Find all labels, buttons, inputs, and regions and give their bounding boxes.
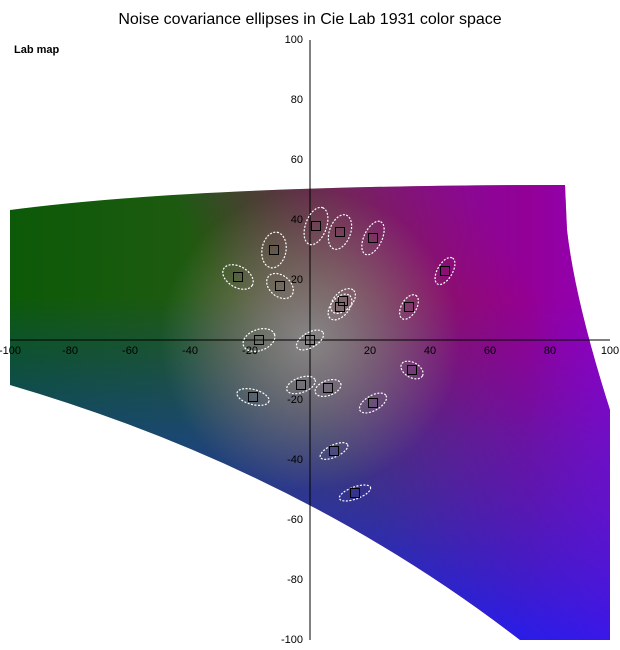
marker: [404, 302, 414, 312]
marker: [233, 272, 243, 282]
covariance-ellipse: [303, 206, 329, 246]
x-tick-label: 40: [424, 345, 436, 357]
y-tick-label: 20: [291, 274, 303, 286]
marker: [329, 446, 339, 456]
covariance-ellipse: [295, 329, 325, 351]
x-tick-label: 20: [364, 345, 376, 357]
marker: [368, 233, 378, 243]
x-tick-label: -40: [182, 345, 198, 357]
covariance-ellipse: [266, 272, 294, 300]
marker: [335, 302, 345, 312]
covariance-ellipse: [242, 328, 276, 352]
marker: [440, 266, 450, 276]
covariance-ellipse: [399, 294, 419, 320]
marker: [350, 488, 360, 498]
marker: [248, 392, 258, 402]
subtitle: Lab map: [14, 44, 60, 56]
covariance-ellipse: [236, 387, 270, 407]
y-tick-label: -20: [287, 394, 303, 406]
covariance-ellipse: [261, 231, 287, 269]
y-tick-label: -60: [287, 514, 303, 526]
marker: [311, 221, 321, 231]
covariance-ellipse: [314, 378, 342, 398]
x-tick-label: 60: [484, 345, 496, 357]
y-tick-label: 40: [291, 214, 303, 226]
marker: [323, 383, 333, 393]
marker: [254, 335, 264, 345]
y-tick-label: 60: [291, 154, 303, 166]
marker: [338, 296, 348, 306]
covariance-ellipse: [400, 360, 424, 380]
x-tick-label: 100: [601, 345, 619, 357]
x-tick-label: 80: [544, 345, 556, 357]
covariance-ellipse: [358, 392, 388, 414]
y-tick-label: -40: [287, 454, 303, 466]
covariance-ellipse: [330, 288, 356, 314]
marker: [269, 245, 279, 255]
chart-title: Noise covariance ellipses in Cie Lab 193…: [118, 11, 501, 28]
covariance-ellipse: [222, 264, 254, 290]
marker: [296, 380, 306, 390]
x-tick-label: -20: [242, 345, 258, 357]
covariance-ellipse: [434, 256, 456, 286]
marker: [335, 227, 345, 237]
covariance-ellipse: [327, 214, 353, 250]
y-tick-label: 100: [285, 34, 303, 46]
marker: [275, 281, 285, 291]
y-tick-label: -80: [287, 574, 303, 586]
covariance-ellipse: [327, 293, 353, 321]
covariance-ellipse: [338, 484, 372, 502]
marker: [407, 365, 417, 375]
y-tick-label: 80: [291, 94, 303, 106]
y-tick-label: -100: [281, 634, 303, 646]
x-tick-label: -60: [122, 345, 138, 357]
covariance-ellipse: [319, 442, 349, 460]
marker: [305, 335, 315, 345]
x-tick-label: -80: [62, 345, 78, 357]
marker: [368, 398, 378, 408]
covariance-ellipse: [286, 375, 316, 395]
x-tick-label: -100: [0, 345, 21, 357]
